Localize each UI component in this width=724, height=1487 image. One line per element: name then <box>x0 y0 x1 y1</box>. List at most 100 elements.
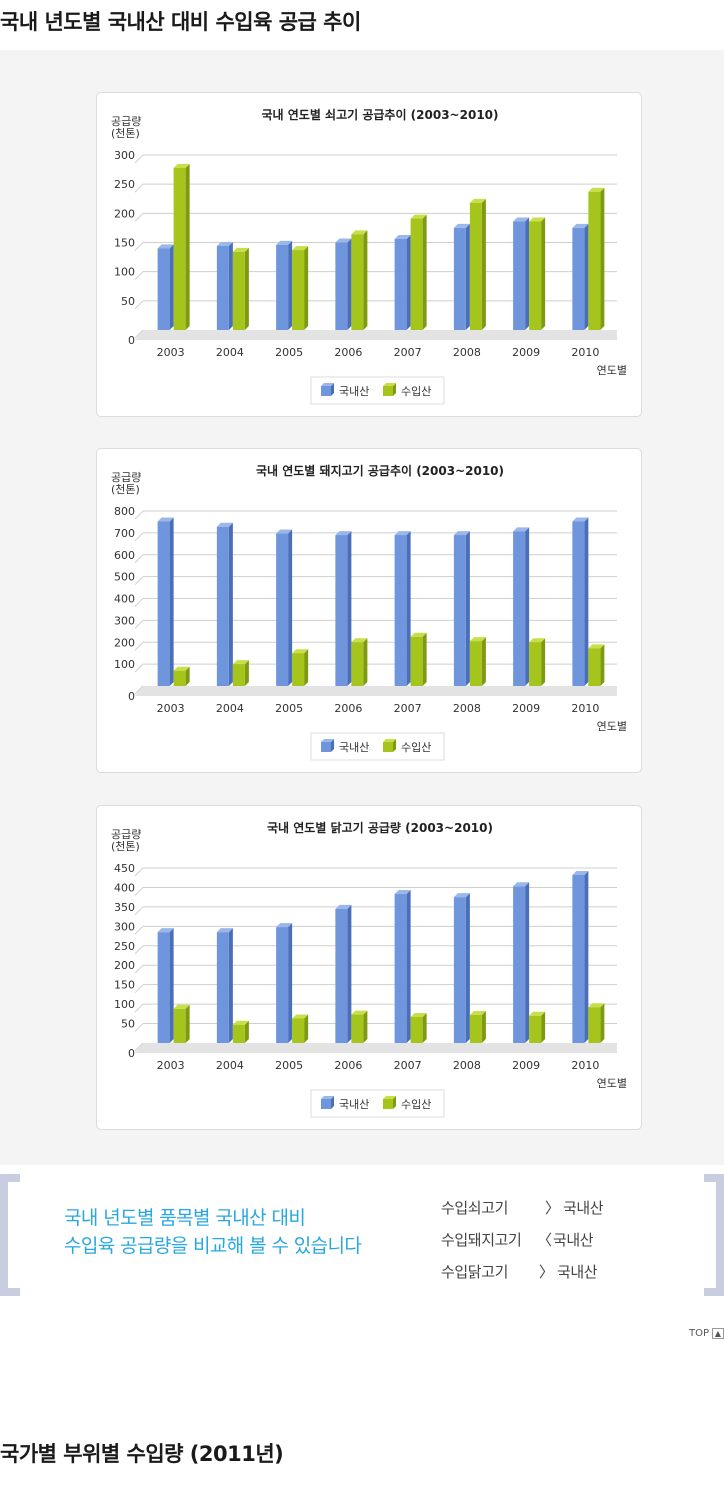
legend-swatch-side <box>393 739 396 752</box>
bar-front <box>572 227 585 330</box>
bar-domestic <box>572 517 589 686</box>
top-link[interactable]: TOP ▲ <box>689 1328 724 1339</box>
comparison-operator: 〈 <box>537 1231 552 1249</box>
bar-front <box>292 653 305 686</box>
x-axis-label: 연도별 <box>597 1077 627 1090</box>
bar-top <box>572 223 589 228</box>
bar-front <box>216 526 229 686</box>
chevron-up-icon: ▲ <box>712 1328 724 1339</box>
bar-front <box>572 521 585 686</box>
gridline-depth <box>134 554 144 564</box>
bar-front <box>410 218 423 330</box>
bar-domestic <box>276 240 293 330</box>
chart-floor <box>135 1043 617 1053</box>
bar-front <box>157 521 170 686</box>
bar-side <box>600 644 605 686</box>
bar-domestic <box>572 871 589 1043</box>
bar-imported <box>351 638 368 686</box>
y-axis-label: (천톤) <box>111 839 140 853</box>
bar-front <box>351 642 364 686</box>
bar-front <box>157 248 170 330</box>
summary-line-1: 국내 년도별 품목별 국내산 대비 <box>64 1207 306 1229</box>
y-tick-label: 200 <box>114 959 135 972</box>
legend-box <box>310 1089 445 1118</box>
bar-top <box>232 1020 249 1025</box>
bar-side <box>304 649 309 686</box>
bar-front <box>529 642 542 686</box>
bar-side <box>406 531 411 686</box>
bar-side <box>363 230 368 330</box>
bar-top <box>513 217 530 222</box>
bar-front <box>469 202 482 330</box>
bar-imported <box>292 649 309 686</box>
bar-domestic <box>513 882 530 1043</box>
x-tick-label: 2008 <box>453 1059 481 1072</box>
bar-top <box>394 890 411 895</box>
y-tick-label: 100 <box>114 658 135 671</box>
bar-front <box>232 664 245 686</box>
gridline-depth <box>134 906 144 916</box>
comparison-target: 국내산 <box>553 1231 594 1249</box>
bar-front <box>232 251 245 330</box>
gridline-depth <box>134 867 144 877</box>
gridline-depth <box>134 641 144 651</box>
comparison-target: 국내산 <box>557 1263 598 1281</box>
x-tick-label: 2010 <box>571 702 599 715</box>
x-tick-label: 2006 <box>334 346 362 359</box>
x-tick-label: 2004 <box>216 1059 244 1072</box>
bar-front <box>513 221 526 330</box>
bar-imported <box>588 644 605 686</box>
legend-swatch <box>321 742 331 752</box>
top-label: TOP <box>688 1328 709 1339</box>
gridline-depth <box>134 1042 144 1052</box>
x-tick-label: 2004 <box>216 702 244 715</box>
bar-domestic <box>335 531 352 686</box>
bar-side <box>169 928 174 1043</box>
bar-side <box>584 871 589 1043</box>
bar-top <box>453 893 470 898</box>
y-axis-label: (천톤) <box>111 126 140 140</box>
y-tick-label: 100 <box>114 266 135 279</box>
legend-swatch-top <box>321 383 334 386</box>
bar-side <box>304 1014 309 1043</box>
x-tick-label: 2007 <box>394 1059 422 1072</box>
bar-top <box>410 214 427 219</box>
bar-domestic <box>216 522 233 686</box>
bar-top <box>276 923 293 928</box>
bar-front <box>335 535 348 686</box>
bar-imported <box>410 632 427 686</box>
bar-front <box>410 636 423 686</box>
bar-side <box>228 522 233 686</box>
legend-swatch-top <box>321 739 334 742</box>
bar-domestic <box>276 529 293 686</box>
bar-top <box>335 904 352 909</box>
gridline-depth <box>134 154 144 164</box>
legend-swatch <box>383 1099 393 1109</box>
y-tick-label: 800 <box>114 505 135 518</box>
y-axis-label: (천톤) <box>111 482 140 496</box>
y-tick-label: 0 <box>128 690 135 703</box>
gridline-depth <box>134 510 144 520</box>
bar-top <box>232 660 249 665</box>
gridline-depth <box>134 242 144 251</box>
gridline-depth <box>134 663 144 673</box>
bar-side <box>228 928 233 1043</box>
legend-swatch-side <box>331 739 334 752</box>
y-tick-label: 300 <box>114 149 135 162</box>
bar-front <box>529 221 542 330</box>
pork-chart-card: 국내 연도별 돼지고기 공급추이 (2003~2010) 공급량 (천톤) 0 100 2… <box>96 448 642 773</box>
bar-side <box>185 163 190 330</box>
bar-side <box>481 637 486 686</box>
right-bracket <box>704 1174 724 1296</box>
legend-label: 수입산 <box>401 741 431 754</box>
bar-top <box>588 187 605 192</box>
bar-front <box>513 886 526 1043</box>
legend: 국내산 수입산 <box>310 1089 445 1118</box>
x-tick-label: 2003 <box>157 346 185 359</box>
bar-front <box>173 670 186 686</box>
y-tick-label: 50 <box>121 1018 135 1031</box>
bar-side <box>584 223 589 330</box>
comparison-item: 수입닭고기 <box>441 1263 509 1281</box>
chart-title: 국내 연도별 돼지고기 공급추이 (2003~2010) <box>256 463 504 478</box>
x-tick-label: 2009 <box>512 702 540 715</box>
